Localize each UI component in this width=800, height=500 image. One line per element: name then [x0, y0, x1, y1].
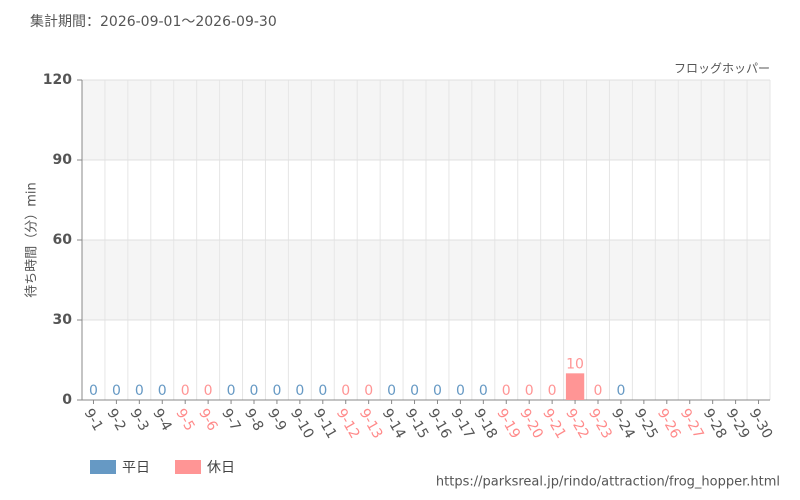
value-label: 0	[158, 383, 167, 399]
source-url: https://parksreal.jp/rindo/attraction/fr…	[436, 475, 780, 490]
legend-label: 休日	[207, 460, 235, 476]
x-tick-label: 9-1	[81, 406, 106, 434]
y-axis-label: 待ち時間（分）min	[25, 182, 40, 298]
x-tick-label: 9-19	[493, 406, 523, 442]
x-tick-label: 9-24	[608, 406, 638, 442]
x-tick-label: 9-18	[470, 406, 500, 442]
x-tick-label: 9-17	[447, 406, 477, 442]
x-tick-label: 9-5	[172, 406, 197, 434]
value-label: 0	[479, 383, 488, 399]
value-label: 0	[456, 383, 465, 399]
x-tick-label: 9-6	[195, 406, 220, 434]
x-tick-label: 9-2	[103, 406, 128, 434]
x-tick-label: 9-21	[539, 406, 569, 442]
x-tick-label: 9-12	[333, 406, 363, 442]
value-label: 0	[89, 383, 98, 399]
x-tick-label: 9-4	[149, 406, 174, 434]
chart-title: 集計期間：2026-09-01～2026-09-30	[30, 13, 277, 30]
value-label: 0	[616, 383, 625, 399]
value-label: 0	[295, 383, 304, 399]
x-tick-label: 9-20	[516, 406, 546, 442]
value-label: 0	[135, 383, 144, 399]
value-label: 0	[250, 383, 259, 399]
value-label: 0	[112, 383, 121, 399]
x-tick-label: 9-27	[677, 406, 707, 442]
x-tick-label: 9-28	[700, 406, 730, 442]
x-tick-label: 9-3	[126, 406, 151, 434]
value-label: 0	[433, 383, 442, 399]
value-label: 0	[227, 383, 236, 399]
x-tick-label: 9-11	[310, 406, 340, 442]
y-tick-label: 120	[43, 72, 72, 88]
legend-label: 平日	[122, 460, 150, 476]
y-tick-label: 90	[53, 152, 73, 168]
value-label: 0	[548, 383, 557, 399]
value-label: 0	[525, 383, 534, 399]
value-label: 0	[594, 383, 603, 399]
x-tick-label: 9-7	[218, 406, 243, 434]
x-tick-label: 9-25	[631, 406, 661, 442]
x-tick-label: 9-16	[425, 406, 455, 442]
value-label: 0	[410, 383, 419, 399]
legend-swatch	[175, 460, 201, 474]
y-tick-label: 60	[53, 232, 73, 248]
x-tick-label: 9-13	[356, 406, 386, 442]
legend-swatch	[90, 460, 116, 474]
y-tick-label: 0	[62, 392, 72, 408]
value-label: 0	[364, 383, 373, 399]
y-tick-label: 30	[53, 312, 73, 328]
value-label: 0	[204, 383, 213, 399]
x-tick-label: 9-9	[264, 406, 289, 434]
x-tick-label: 9-29	[723, 406, 753, 442]
value-label: 0	[387, 383, 396, 399]
value-label: 0	[341, 383, 350, 399]
x-tick-label: 9-26	[654, 406, 684, 442]
value-label: 0	[502, 383, 511, 399]
x-tick-label: 9-14	[379, 406, 409, 442]
value-label: 10	[566, 356, 584, 372]
x-tick-label: 9-15	[402, 406, 432, 442]
value-label: 0	[318, 383, 327, 399]
x-tick-label: 9-10	[287, 406, 317, 442]
bar	[565, 373, 585, 400]
x-tick-label: 9-30	[746, 406, 776, 442]
x-tick-label: 9-23	[585, 406, 615, 442]
value-label: 0	[272, 383, 281, 399]
chart-subtitle: フロッグホッパー	[674, 62, 770, 76]
value-label: 0	[181, 383, 190, 399]
x-tick-label: 9-22	[562, 406, 592, 442]
x-tick-label: 9-8	[241, 406, 266, 434]
